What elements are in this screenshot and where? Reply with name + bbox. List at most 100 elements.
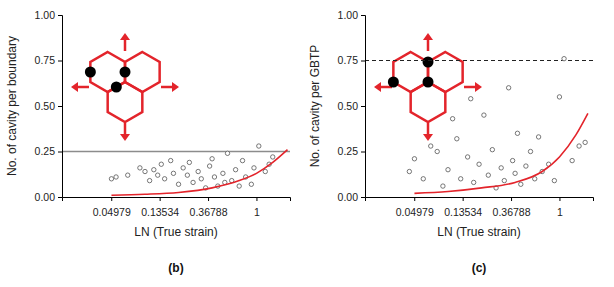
scatter-point xyxy=(263,169,267,173)
y-tick: 1.00 xyxy=(35,9,62,21)
y-tick: 0.50 xyxy=(35,100,62,112)
x-tick-label: 0.13534 xyxy=(141,206,179,218)
scatter-point xyxy=(257,144,261,148)
x-tick-mark xyxy=(111,197,112,201)
scatter-point xyxy=(513,171,517,175)
x-tick-mark xyxy=(511,197,512,201)
panel-caption: (b) xyxy=(168,261,183,275)
scatter-point xyxy=(441,184,445,188)
y-tick-mark xyxy=(58,197,62,198)
cavity-dot xyxy=(423,77,434,88)
scatter-point xyxy=(237,184,241,188)
x-axis: 0.04979 0.13534 0.36788 1 xyxy=(366,197,594,218)
scatter-point xyxy=(155,173,159,177)
scatter-point xyxy=(421,177,425,181)
cavity-dot xyxy=(111,82,122,93)
scatter-point xyxy=(191,180,195,184)
x-tick-label: 0.13534 xyxy=(444,206,482,218)
scatter-point xyxy=(185,173,189,177)
scatter-point xyxy=(557,95,561,99)
strain-arrow xyxy=(124,40,127,51)
y-tick-mark xyxy=(361,61,365,62)
scatter-point xyxy=(455,137,459,141)
scatter-point xyxy=(570,158,574,162)
scatter-point xyxy=(407,169,411,173)
scatter-point xyxy=(147,178,151,182)
y-tick: 0.50 xyxy=(338,100,365,112)
scatter-point xyxy=(533,177,537,181)
cavity-dot xyxy=(423,57,434,68)
x-tick-label: 0.36788 xyxy=(493,206,531,218)
scatter-point xyxy=(138,166,142,170)
y-tick: 0.75 xyxy=(338,54,365,66)
scatter-point xyxy=(486,173,490,177)
y-axis: 0.000.250.500.751.00 xyxy=(338,9,366,203)
chart-panel: 0.000.250.500.751.000.049790.135340.3678… xyxy=(5,9,291,275)
scatter-point xyxy=(536,135,540,139)
x-tick: 1 xyxy=(557,197,563,218)
x-tick-mark xyxy=(414,197,415,201)
panel-caption: (c) xyxy=(472,261,487,275)
plot-area xyxy=(365,56,593,193)
scatter-point xyxy=(143,169,147,173)
y-tick-label: 0.50 xyxy=(338,100,359,112)
x-axis: 0.04979 0.13534 0.36788 1 xyxy=(63,197,291,218)
scatter-point xyxy=(207,164,211,168)
x-tick: 0.04979 xyxy=(396,197,434,218)
scatter-point xyxy=(510,158,514,162)
x-tick-mark xyxy=(160,197,161,201)
chart-panel: 0.000.250.500.751.000.049790.135340.3678… xyxy=(308,9,594,275)
scatter-point xyxy=(450,117,454,121)
x-tick-mark xyxy=(208,197,209,201)
scatter-point xyxy=(524,164,528,168)
scatter-point xyxy=(583,140,587,144)
scatter-point xyxy=(515,131,519,135)
x-tick-mark xyxy=(463,197,464,201)
y-tick-label: 0.75 xyxy=(338,54,359,66)
x-tick-label: 0.36788 xyxy=(190,206,228,218)
arrow-head xyxy=(423,134,433,141)
scatter-point xyxy=(212,175,216,179)
y-tick: 0.00 xyxy=(35,191,62,203)
grain-hexagon xyxy=(108,82,143,122)
y-tick-mark xyxy=(58,152,62,153)
figure: 0.00 0.25 0.50 0.75 1.00 0.04979 0.13534 0.3678… xyxy=(0,0,614,287)
x-tick-label: 1 xyxy=(254,206,260,218)
strain-arrow xyxy=(124,123,127,134)
x-axis-line xyxy=(63,198,291,202)
scatter-point xyxy=(412,157,416,161)
scatter-point xyxy=(477,162,481,166)
y-axis: 0.000.250.500.751.00 xyxy=(35,9,63,203)
y-tick: 0.25 xyxy=(338,145,365,157)
scatter-point xyxy=(126,173,130,177)
strain-arrow xyxy=(161,86,172,89)
arrow-head xyxy=(71,82,78,92)
scatter-point xyxy=(471,180,475,184)
y-tick-mark xyxy=(58,15,62,16)
strain-arrow xyxy=(78,86,89,89)
scatter-point xyxy=(506,86,510,90)
scatter-point xyxy=(435,149,439,153)
scatter-point xyxy=(562,56,566,60)
scatter-point xyxy=(482,113,486,117)
cavity-dot xyxy=(120,67,131,78)
scatter-point xyxy=(469,97,473,101)
plot-area xyxy=(62,144,290,195)
y-tick: 0.00 xyxy=(338,191,365,203)
x-axis-title: LN (True strain) xyxy=(134,225,218,239)
x-axis-line xyxy=(366,198,594,202)
y-tick-label: 0.25 xyxy=(35,145,56,157)
scatter-point xyxy=(196,169,200,173)
scatter-point xyxy=(271,155,275,159)
x-tick: 0.04979 xyxy=(93,197,131,218)
y-axis-line xyxy=(361,16,366,198)
strain-arrow xyxy=(464,86,475,89)
line-series xyxy=(111,150,287,196)
y-tick-label: 0.00 xyxy=(338,191,359,203)
scatter-point xyxy=(152,168,156,172)
x-tick: 1 xyxy=(254,197,260,218)
y-axis-title: No. of cavity per GBTP xyxy=(308,45,322,168)
scatter-point xyxy=(465,155,469,159)
scatter-point xyxy=(221,171,225,175)
scatter-point xyxy=(429,144,433,148)
